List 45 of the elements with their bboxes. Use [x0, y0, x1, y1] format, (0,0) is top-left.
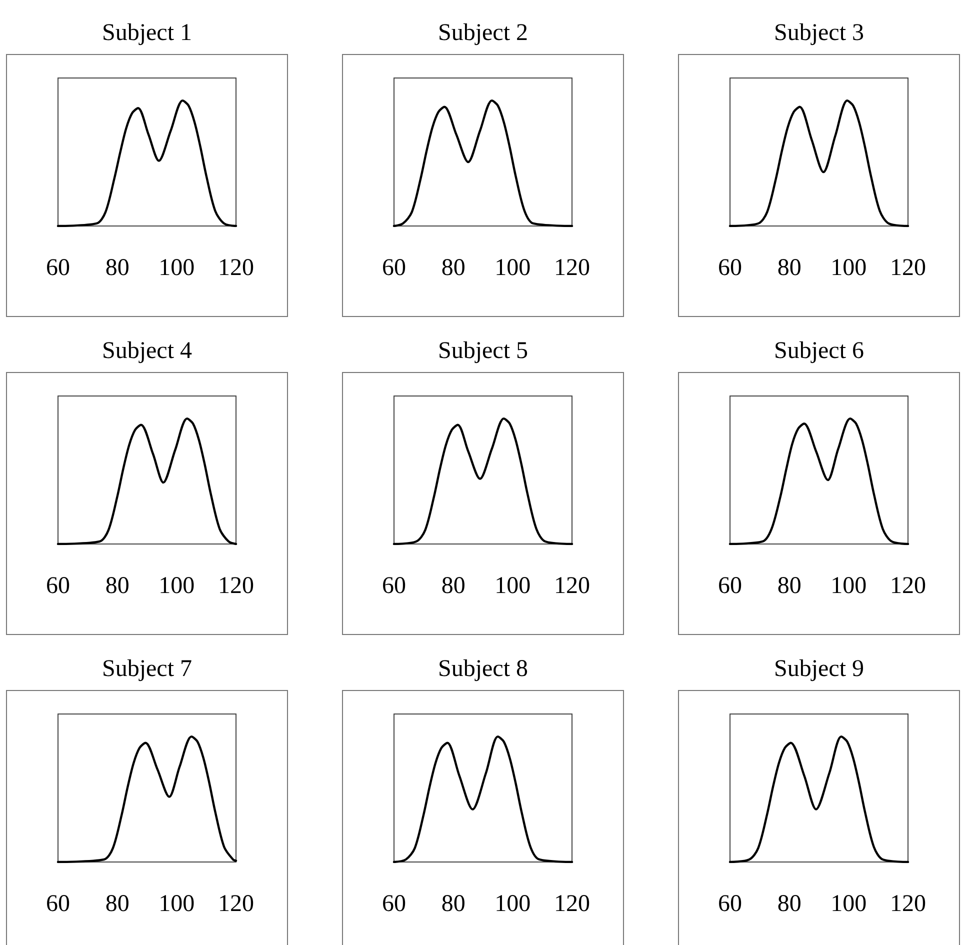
x-tick-label: 120 [554, 255, 590, 281]
x-tick-label: 60 [46, 255, 70, 281]
x-tick-label: 80 [441, 573, 466, 599]
x-tick-label: 80 [441, 891, 466, 917]
chart-title: Subject 9 [774, 656, 864, 682]
chart-title: Subject 7 [102, 656, 192, 682]
x-tick-label: 100 [158, 891, 195, 917]
chart-title: Subject 1 [102, 20, 192, 46]
x-tick-label: 60 [718, 573, 742, 599]
x-tick-label: 80 [105, 573, 130, 599]
x-tick-label: 120 [890, 573, 926, 599]
x-tick-label: 120 [890, 255, 926, 281]
x-tick-label: 60 [382, 255, 406, 281]
chart-title: Subject 5 [438, 338, 528, 364]
x-tick-label: 60 [718, 891, 742, 917]
x-tick-label: 80 [777, 891, 802, 917]
x-tick-label: 100 [494, 255, 531, 281]
x-tick-label: 120 [218, 573, 254, 599]
x-tick-label: 100 [830, 891, 867, 917]
x-tick-label: 60 [46, 573, 70, 599]
x-tick-label: 80 [105, 255, 130, 281]
x-tick-label: 80 [441, 255, 466, 281]
x-tick-label: 80 [777, 255, 802, 281]
chart-title: Subject 8 [438, 656, 528, 682]
x-tick-label: 100 [830, 255, 867, 281]
chart-title: Subject 6 [774, 338, 864, 364]
x-tick-label: 120 [554, 891, 590, 917]
x-tick-label: 120 [218, 891, 254, 917]
chart-title: Subject 2 [438, 20, 528, 46]
x-tick-label: 100 [494, 891, 531, 917]
x-tick-label: 120 [554, 573, 590, 599]
chart-title: Subject 4 [102, 338, 192, 364]
x-tick-label: 120 [890, 891, 926, 917]
x-tick-label: 60 [46, 891, 70, 917]
x-tick-label: 100 [158, 255, 195, 281]
x-tick-label: 100 [158, 573, 195, 599]
x-tick-label: 80 [777, 573, 802, 599]
x-tick-label: 100 [494, 573, 531, 599]
x-tick-label: 80 [105, 891, 130, 917]
x-tick-label: 60 [382, 573, 406, 599]
x-tick-label: 60 [718, 255, 742, 281]
x-tick-label: 120 [218, 255, 254, 281]
x-tick-label: 60 [382, 891, 406, 917]
chart-title: Subject 3 [774, 20, 864, 46]
x-tick-label: 100 [830, 573, 867, 599]
